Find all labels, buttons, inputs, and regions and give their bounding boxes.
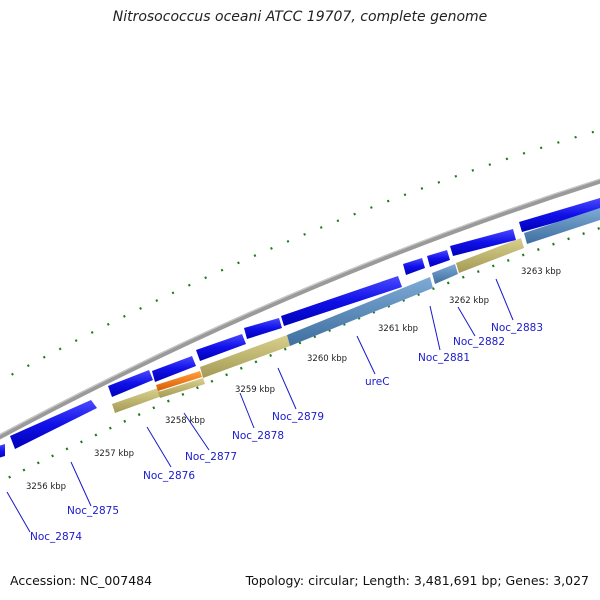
feature-bar-olive-4 <box>456 238 524 273</box>
gc-skew-track-outer <box>0 128 600 383</box>
gene-leader-line <box>146 426 172 468</box>
cds-arrow-noc-2882[interactable] <box>427 250 450 267</box>
genome-summary-text: Topology: circular; Length: 3,481,691 bp… <box>245 573 589 588</box>
feature-bar-steel-3 <box>524 208 600 244</box>
gene-leaders <box>6 278 514 533</box>
feature-bar-olive-2 <box>158 378 205 398</box>
feature-bar-steel-2 <box>432 264 458 284</box>
kbp-scale: 3256 kbp 3257 kbp 3258 kbp 3259 kbp 3260… <box>26 267 561 492</box>
gene-label-urec[interactable]: ureC <box>365 376 390 388</box>
feature-track <box>112 208 600 413</box>
cds-arrow-noc-2876[interactable] <box>108 370 153 397</box>
gc-skew-track-inner <box>0 226 600 484</box>
gene-leader-line <box>429 305 441 351</box>
cds-arrow-noc-2883[interactable] <box>450 229 516 256</box>
gene-label-noc-2874[interactable]: Noc_2874 <box>30 531 82 543</box>
gene-leader-line <box>70 461 92 507</box>
cds-arrow-urec[interactable] <box>281 276 402 326</box>
feature-bar-olive-3 <box>200 335 290 378</box>
cds-track <box>0 198 600 459</box>
gene-label-noc-2881[interactable]: Noc_2881 <box>418 352 470 364</box>
cds-arrow-noc-2874[interactable] <box>0 444 5 459</box>
cds-arrow-noc-2879[interactable] <box>244 318 282 339</box>
gene-label-noc-2875[interactable]: Noc_2875 <box>67 505 119 517</box>
gene-label-noc-2878[interactable]: Noc_2878 <box>232 430 284 442</box>
gene-leader-line <box>277 367 297 410</box>
feature-bar-steel-1 <box>287 277 433 346</box>
gene-leader-line <box>239 392 255 429</box>
kbp-label: 3256 kbp <box>26 482 66 492</box>
kbp-label: 3258 kbp <box>165 416 205 426</box>
cds-arrow-noc-2875[interactable] <box>10 400 97 449</box>
gene-leader-line <box>6 491 31 533</box>
gene-labels: Noc_2874 Noc_2875 Noc_2876 Noc_2877 Noc_… <box>30 322 543 543</box>
gene-label-noc-2876[interactable]: Noc_2876 <box>143 470 195 482</box>
accession-text: Accession: NC_007484 <box>10 573 153 588</box>
gene-leader-line <box>457 306 476 337</box>
kbp-label: 3259 kbp <box>235 385 275 395</box>
cds-arrow-noc-2877[interactable] <box>152 356 196 382</box>
gene-leader-line <box>183 412 210 451</box>
cds-arrow-noc-2878[interactable] <box>196 334 246 361</box>
feature-bar-olive-1 <box>112 388 162 413</box>
kbp-label: 3260 kbp <box>307 354 347 364</box>
gene-label-noc-2879[interactable]: Noc_2879 <box>272 411 324 423</box>
kbp-label: 3257 kbp <box>94 449 134 459</box>
genome-backbone <box>0 178 600 440</box>
gene-label-noc-2882[interactable]: Noc_2882 <box>453 336 505 348</box>
map-title: Nitrosococcus oceani ATCC 19707, complet… <box>112 9 488 25</box>
kbp-label: 3263 kbp <box>521 267 561 277</box>
cds-arrow-noc-2881[interactable] <box>403 258 425 275</box>
kbp-label: 3262 kbp <box>449 296 489 306</box>
genome-backbone-highlight <box>0 178 600 436</box>
kbp-label: 3261 kbp <box>378 324 418 334</box>
gene-leader-line <box>356 335 376 375</box>
cds-arrow-next[interactable] <box>519 198 600 232</box>
gene-leader-line <box>495 278 514 321</box>
gene-label-noc-2883[interactable]: Noc_2883 <box>491 322 543 334</box>
feature-bar-orange <box>156 371 202 391</box>
gene-label-noc-2877[interactable]: Noc_2877 <box>185 451 237 463</box>
